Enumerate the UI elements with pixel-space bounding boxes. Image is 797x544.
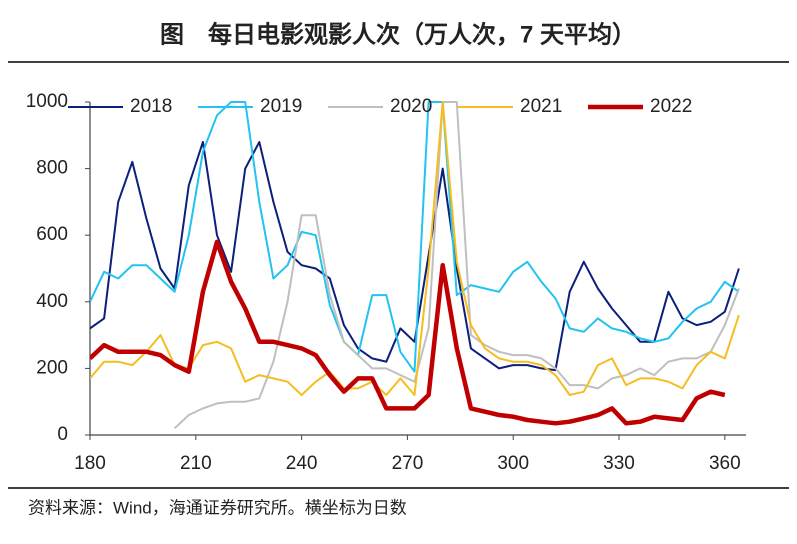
- y-tick-label: 800: [36, 158, 68, 179]
- y-tick-label: 0: [57, 424, 68, 445]
- y-tick-label: 400: [36, 291, 68, 312]
- x-tick-label: 270: [392, 453, 424, 474]
- legend-label: 2021: [520, 96, 562, 117]
- legend-label: 2022: [650, 96, 692, 117]
- y-tick-label: 200: [36, 357, 68, 378]
- source-note: 资料来源：Wind，海通证券研究所。横坐标为日数: [28, 498, 407, 517]
- y-tick-label: 1000: [26, 91, 68, 112]
- chart-title: 图 每日电影观影人次（万人次，7 天平均）: [160, 20, 636, 48]
- legend-label: 2019: [260, 96, 302, 117]
- series-line: [90, 101, 740, 373]
- x-tick-label: 360: [709, 453, 741, 474]
- series-line: [90, 239, 726, 426]
- x-tick-label: 300: [497, 453, 529, 474]
- series-line: [173, 101, 740, 430]
- x-tick-label: 240: [286, 453, 318, 474]
- x-tick-label: 330: [603, 453, 635, 474]
- y-tick-label: 600: [36, 224, 68, 245]
- plot-area: [90, 101, 740, 430]
- x-tick-label: 210: [180, 453, 212, 474]
- legend-label: 2018: [130, 96, 172, 117]
- legend-label: 2020: [390, 96, 432, 117]
- x-tick-label: 180: [74, 453, 106, 474]
- series-line: [90, 141, 740, 372]
- series-line: [90, 101, 740, 396]
